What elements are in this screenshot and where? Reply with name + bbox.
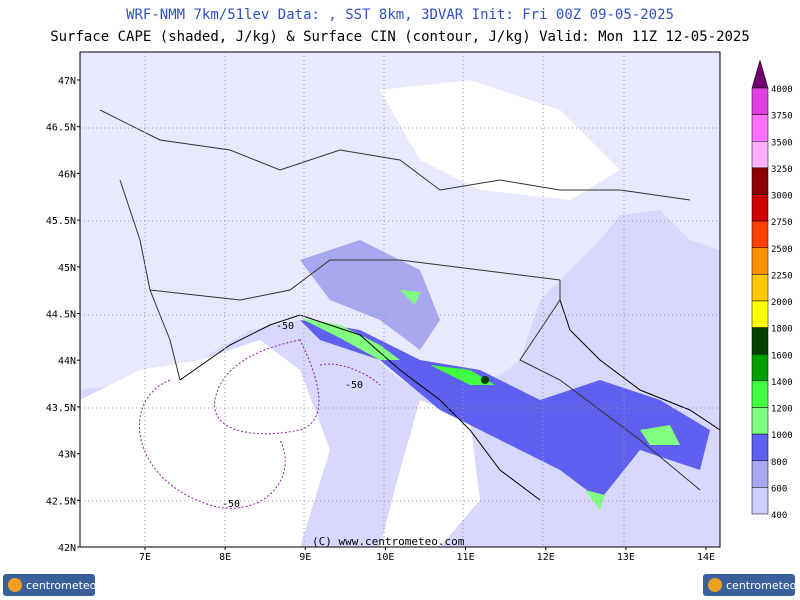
colorbar-segment bbox=[751, 247, 769, 275]
colorbar-segment bbox=[751, 487, 769, 515]
colorbar-label: 800 bbox=[771, 458, 787, 468]
lon-label: 12E bbox=[537, 552, 555, 563]
lat-label: 45.5N bbox=[46, 216, 76, 227]
colorbar-segment bbox=[751, 114, 769, 142]
colorbar-label: 4000 bbox=[771, 85, 793, 95]
contour-label: -50 bbox=[345, 380, 363, 391]
logo-text[interactable]: centrometeo bbox=[26, 579, 97, 592]
lat-label: 46N bbox=[58, 169, 76, 180]
colorbar-label: 3750 bbox=[771, 112, 793, 122]
lat-label: 43N bbox=[58, 450, 76, 461]
cin-contour bbox=[138, 339, 320, 509]
lat-label: 44.5N bbox=[46, 310, 76, 321]
cape-mid bbox=[300, 240, 440, 350]
cape-peak bbox=[430, 365, 495, 385]
cape-high bbox=[300, 320, 710, 500]
lat-label: 47N bbox=[58, 76, 76, 87]
colorbar-segment bbox=[751, 87, 769, 115]
colorbar-label: 1800 bbox=[771, 325, 793, 335]
logo-left[interactable]: centrometeo bbox=[3, 574, 97, 596]
colorbar-label: 3250 bbox=[771, 165, 793, 175]
axes: 47N 46.5N 46N 45.5N 45N 44.5N 44N 43.5N 43N 42.5N… bbox=[46, 76, 715, 563]
cin-contour bbox=[319, 363, 381, 386]
contour-label: -50 bbox=[222, 499, 240, 510]
lat-label: 42N bbox=[58, 543, 76, 554]
colorbar-segment bbox=[751, 141, 769, 169]
colorbar-segment bbox=[751, 194, 769, 222]
colorbar-label: 1200 bbox=[771, 405, 793, 415]
logo-right[interactable]: centrometeo bbox=[703, 574, 797, 596]
lon-label: 10E bbox=[376, 552, 394, 563]
borders bbox=[99, 109, 701, 491]
colorbar-label: 2250 bbox=[771, 271, 793, 281]
copyright: (C) www.centrometeo.com bbox=[312, 535, 465, 548]
colorbar-segment bbox=[751, 167, 769, 195]
colorbar: 4000 3750 3500 3250 3000 2750 2500 2250 2000 1800… bbox=[751, 59, 793, 521]
cape-none-sea bbox=[80, 340, 330, 547]
colorbar-label: 2000 bbox=[771, 298, 793, 308]
colorbar-label: 1000 bbox=[771, 431, 793, 441]
lat-label: 46.5N bbox=[46, 123, 76, 134]
cape-none bbox=[380, 80, 620, 200]
colorbar-label: 3500 bbox=[771, 138, 793, 148]
colorbar-segment bbox=[751, 220, 769, 248]
title: WRF-NMM 7km/51lev Data: , SST 8km, 3DVAR… bbox=[126, 7, 674, 23]
map: -50 -50 -50 (C) www.centrometeo.com bbox=[79, 51, 721, 548]
lon-label: 13E bbox=[617, 552, 635, 563]
colorbar-label: 400 bbox=[771, 511, 787, 521]
lon-label: 11E bbox=[457, 552, 475, 563]
lon-label: 9E bbox=[299, 552, 311, 563]
logo-box[interactable] bbox=[703, 574, 795, 596]
colorbar-label: 1400 bbox=[771, 378, 793, 388]
colorbar-segment bbox=[751, 407, 769, 435]
contour-label: -50 bbox=[276, 321, 294, 332]
lat-label: 45N bbox=[58, 263, 76, 274]
logo-box[interactable] bbox=[3, 574, 95, 596]
colorbar-segment bbox=[751, 354, 769, 382]
map-frame bbox=[79, 51, 721, 548]
colorbar-segment bbox=[751, 380, 769, 408]
colorbar-segment bbox=[751, 460, 769, 488]
colorbar-label: 2750 bbox=[771, 218, 793, 228]
colorbar-label: 600 bbox=[771, 484, 787, 494]
cape-peak bbox=[300, 318, 400, 360]
coastline bbox=[179, 299, 720, 501]
subtitle: Surface CAPE (shaded, J/kg) & Surface CI… bbox=[50, 29, 750, 45]
graticule bbox=[80, 52, 720, 547]
logo-text[interactable]: centrometeo bbox=[726, 579, 797, 592]
colorbar-label: 2500 bbox=[771, 245, 793, 255]
lon-label: 7E bbox=[139, 552, 151, 563]
colorbar-label: 1600 bbox=[771, 351, 793, 361]
lat-label: 43.5N bbox=[46, 403, 76, 414]
colorbar-segment bbox=[751, 433, 769, 461]
logo-icon[interactable] bbox=[8, 578, 22, 592]
lon-label: 8E bbox=[219, 552, 231, 563]
cape-max bbox=[481, 376, 489, 384]
colorbar-label: 3000 bbox=[771, 192, 793, 202]
cape-none bbox=[380, 400, 480, 547]
colorbar-segment bbox=[751, 300, 769, 328]
colorbar-segment bbox=[751, 327, 769, 355]
logo-icon[interactable] bbox=[708, 578, 722, 592]
lat-label: 42.5N bbox=[46, 496, 76, 507]
lat-label: 44N bbox=[58, 356, 76, 367]
colorbar-segment bbox=[751, 274, 769, 302]
lon-label: 14E bbox=[697, 552, 715, 563]
